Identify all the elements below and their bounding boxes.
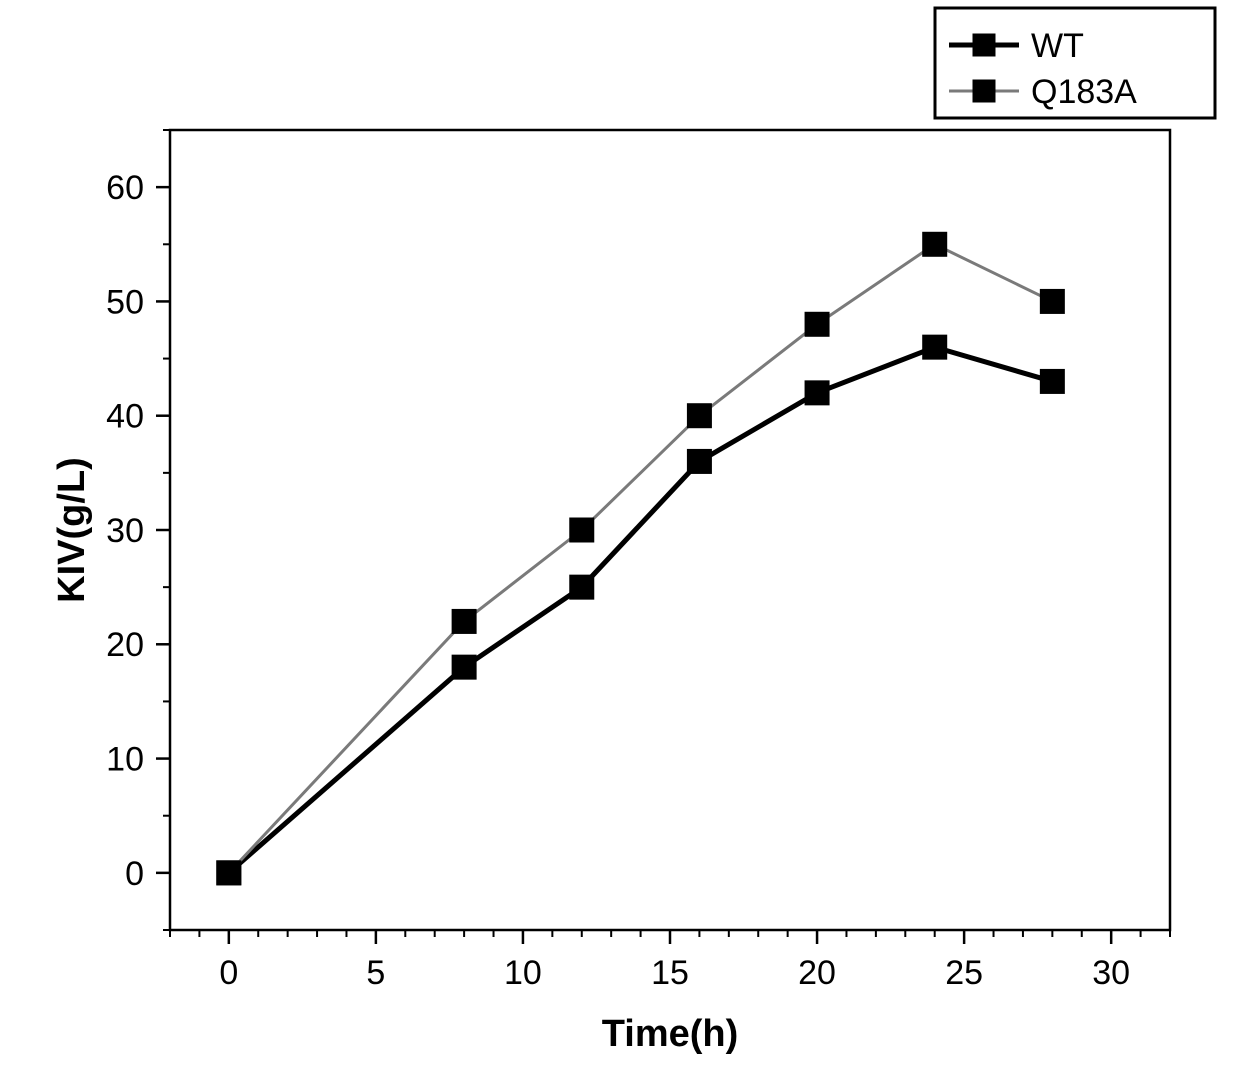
y-tick-label: 30 xyxy=(106,512,144,550)
y-tick-label: 20 xyxy=(106,626,144,664)
x-tick-label: 10 xyxy=(504,954,542,992)
x-tick-label: 20 xyxy=(798,954,836,992)
legend-label: WT xyxy=(1031,27,1084,65)
x-axis-title: Time(h) xyxy=(602,1013,739,1055)
y-tick-label: 40 xyxy=(106,398,144,436)
x-tick-label: 30 xyxy=(1092,954,1130,992)
y-tick-label: 60 xyxy=(106,169,144,207)
series-marker-q183a xyxy=(217,861,241,885)
legend-marker xyxy=(973,34,995,56)
line-chart: 0 5 10 15 20 25 30 Time(h) 0 10 20 30 40 50 60 KIV(g/L)… xyxy=(0,0,1240,1071)
series-marker-q183a xyxy=(570,518,594,542)
series-marker-q183a xyxy=(687,404,711,428)
series-marker-q183a xyxy=(1040,289,1064,313)
legend-label: Q183A xyxy=(1031,73,1137,111)
chart-container: 0 5 10 15 20 25 30 Time(h) 0 10 20 30 40 50 60 KIV(g/L)… xyxy=(0,0,1240,1071)
y-tick-label: 10 xyxy=(106,740,144,778)
series-marker-q183a xyxy=(805,312,829,336)
y-tick-label: 50 xyxy=(106,283,144,321)
legend-marker xyxy=(973,80,995,102)
series-marker-wt xyxy=(687,449,711,473)
series-marker-wt xyxy=(923,335,947,359)
y-axis-title: KIV(g/L) xyxy=(51,457,93,603)
series-marker-wt xyxy=(1040,369,1064,393)
y-tick-label: 0 xyxy=(125,855,144,893)
series-marker-wt xyxy=(570,575,594,599)
x-tick-label: 5 xyxy=(366,954,385,992)
x-tick-label: 0 xyxy=(219,954,238,992)
series-marker-q183a xyxy=(452,609,476,633)
series-marker-wt xyxy=(805,381,829,405)
x-tick-label: 15 xyxy=(651,954,689,992)
series-marker-wt xyxy=(452,655,476,679)
series-marker-q183a xyxy=(923,232,947,256)
x-tick-label: 25 xyxy=(945,954,983,992)
